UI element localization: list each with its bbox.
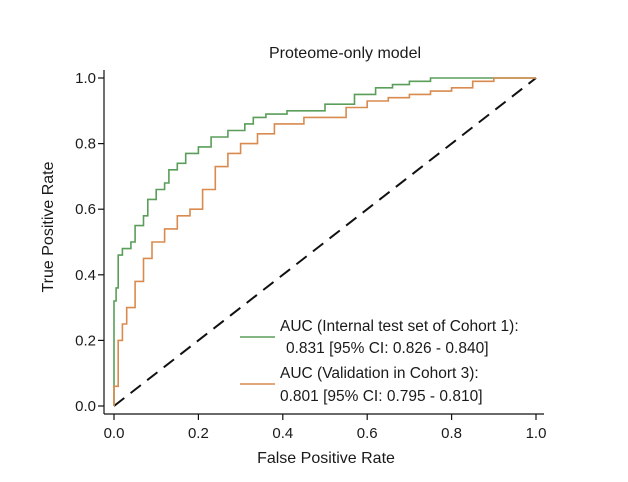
- y-tick-label: 0.8: [75, 136, 96, 153]
- x-axis-title: False Positive Rate: [257, 450, 395, 467]
- x-tick-label: 0.0: [104, 425, 125, 442]
- roc-curve-series-1: [113, 77, 536, 406]
- roc-curve-series-2: [113, 77, 536, 406]
- y-tick-label: 0.6: [75, 201, 96, 218]
- x-tick-label: 0.8: [441, 425, 462, 442]
- y-tick-label: 0.2: [75, 332, 96, 349]
- legend-label-series-2-line-2: 0.801 [95% CI: 0.795 - 0.810]: [280, 388, 483, 405]
- y-axis-title: True Positive Rate: [40, 161, 57, 292]
- chance-diagonal-line: [113, 77, 537, 407]
- x-tick-label: 1.0: [526, 425, 547, 442]
- legend: AUC (Internal test set of Cohort 1): 0.83…: [240, 318, 519, 405]
- legend-label-series-1-line-1: AUC (Internal test set of Cohort 1):: [280, 318, 519, 335]
- chart-title: Proteome-only model: [269, 45, 421, 62]
- legend-label-series-1-line-2: 0.831 [95% CI: 0.826 - 0.840]: [286, 340, 489, 357]
- axes: 0.0 0.2 0.4 0.6 0.8 1.0 0.0 0.2 0.4 0.6 0.8 1.0: [75, 70, 546, 442]
- x-tick-label: 0.2: [188, 425, 209, 442]
- y-tick-label: 0.0: [75, 398, 96, 415]
- legend-label-series-2-line-1: AUC (Validation in Cohort 3):: [280, 365, 479, 382]
- y-tick-label: 1.0: [75, 70, 96, 87]
- x-tick-label: 0.4: [272, 425, 293, 442]
- y-tick-label: 0.4: [75, 267, 96, 284]
- plot-area: [113, 77, 537, 407]
- x-tick-label: 0.6: [357, 425, 378, 442]
